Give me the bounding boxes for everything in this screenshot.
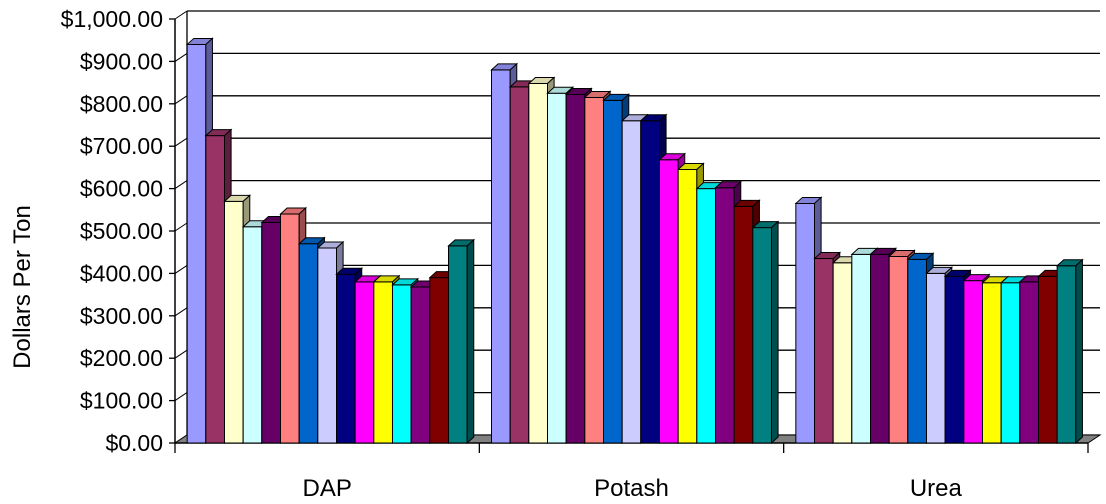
bar-front [733, 205, 754, 444]
bar-front [832, 262, 853, 444]
bar-front [429, 277, 449, 444]
gridline-depth [174, 307, 188, 317]
bar-side [1075, 258, 1083, 445]
bar-front [391, 284, 412, 444]
y-tick-label: $100.00 [80, 388, 163, 414]
bar-front [658, 159, 679, 444]
bar-side [466, 238, 475, 445]
bar-front [1056, 265, 1077, 444]
bar-front [696, 188, 716, 444]
y-tick-label: $800.00 [80, 91, 163, 117]
gridline-depth [174, 222, 188, 232]
y-tick-label: $0.00 [105, 430, 163, 456]
y-tick-label: $1,000.00 [61, 6, 163, 32]
bar [751, 220, 780, 445]
y-tick-label: $400.00 [80, 260, 163, 286]
bar-front [944, 275, 965, 444]
x-category-label: DAP [302, 475, 351, 502]
bar-front [677, 169, 698, 444]
bar-front [261, 222, 282, 444]
x-category-label: Urea [910, 475, 963, 502]
bar-front [621, 120, 642, 444]
y-tick-label: $900.00 [80, 48, 163, 74]
bar-front [963, 280, 983, 444]
bar-front [565, 93, 586, 444]
bar-front [752, 227, 772, 444]
bar-front [224, 200, 244, 444]
bar-front [640, 120, 660, 444]
bar-front [888, 255, 909, 444]
y-tick-label: $500.00 [80, 218, 163, 244]
bar-front [1037, 275, 1058, 444]
bar-front [491, 69, 511, 444]
bar-layer [185, 37, 1084, 445]
bar-front [528, 82, 549, 444]
gridline-depth [174, 10, 188, 20]
y-tick-label: $300.00 [80, 303, 163, 329]
bar-front [584, 96, 605, 444]
bar-front [603, 99, 623, 444]
bar-front [926, 272, 946, 444]
bar-side [770, 220, 779, 445]
bar-front [547, 92, 567, 444]
bar-front [186, 43, 207, 444]
x-category-label: Potash [594, 475, 669, 502]
gridline-depth [174, 392, 188, 402]
bar-front [907, 258, 928, 444]
bar-front [851, 253, 872, 444]
bar-front [814, 258, 834, 444]
bar-front [981, 282, 1002, 444]
y-tick-label: $600.00 [80, 176, 163, 202]
bar-front [242, 226, 263, 444]
gridline-depth [174, 95, 188, 105]
bar-front [795, 202, 816, 444]
bar [447, 238, 476, 445]
bar-front [870, 253, 890, 444]
bar-front [1019, 281, 1039, 444]
label-layer: $0.00 $100.00 $200.00 $300.00 $400.00 $500.00… [61, 6, 963, 502]
y-tick-label: $200.00 [80, 345, 163, 371]
bar-front [317, 247, 337, 444]
bar-front [410, 286, 431, 444]
bar-front [280, 213, 300, 444]
bar-front [298, 243, 319, 444]
bar-front [205, 135, 226, 444]
gridline-depth [174, 264, 188, 274]
bar-front [373, 281, 393, 444]
y-tick-label: $700.00 [80, 133, 163, 159]
bar-front [509, 86, 530, 444]
bar-front [447, 245, 468, 444]
bar-front [354, 281, 375, 444]
gridline-depth [174, 349, 188, 359]
gridline-depth [174, 137, 188, 147]
gridline-depth [174, 52, 188, 62]
bar-front [714, 187, 735, 444]
bar [1055, 258, 1084, 445]
bar-front [335, 273, 356, 444]
gridline-depth [174, 180, 188, 190]
bar-front [1000, 282, 1021, 444]
y-axis-title: Dollars Per Ton [9, 205, 36, 369]
